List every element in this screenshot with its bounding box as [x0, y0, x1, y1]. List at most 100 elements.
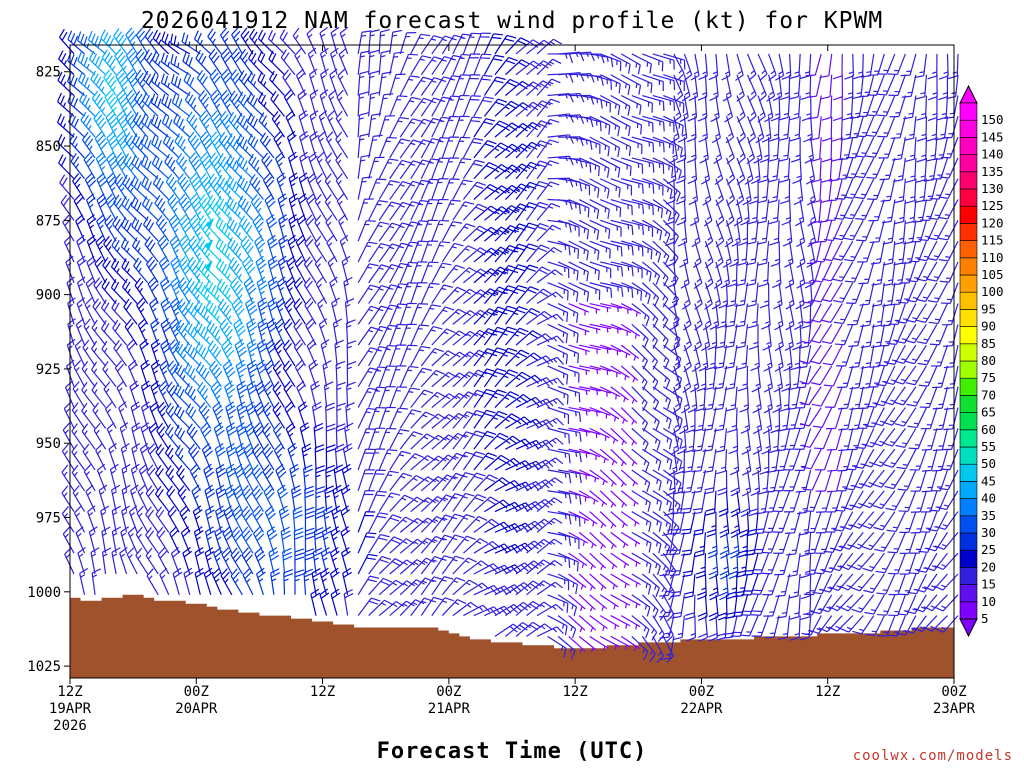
wind-barb: [289, 463, 300, 491]
wind-barb: [283, 89, 296, 117]
colorbar-swatch: [959, 549, 978, 568]
wind-barb: [257, 50, 275, 76]
wind-barb: [130, 175, 149, 200]
wind-barb: [167, 505, 180, 533]
x-tick-label: 00Z: [689, 684, 714, 700]
wind-barb: [169, 526, 180, 554]
wind-barb: [280, 49, 296, 76]
wind-barb: [275, 151, 286, 179]
wind-barb: [201, 442, 213, 471]
wind-barb: [126, 339, 138, 367]
wind-barb: [178, 235, 192, 263]
wind-barb: [92, 402, 107, 429]
wind-barb: [220, 68, 233, 96]
colorbar-label: 95: [981, 301, 996, 316]
wind-barb: [262, 401, 275, 429]
wind-barb: [57, 92, 75, 117]
x-tick-label: 00Z: [941, 684, 966, 700]
wind-barb: [116, 89, 130, 117]
wind-barb: [194, 567, 205, 595]
wind-barb: [174, 340, 191, 367]
wind-barb: [128, 505, 138, 533]
wind-barb: [91, 340, 107, 367]
wind-barb: [174, 424, 191, 450]
wind-barb: [140, 422, 151, 450]
colorbar-swatch: [959, 257, 978, 276]
wind-barb: [155, 444, 170, 471]
wind-barb: [94, 131, 108, 159]
colorbar-label: 140: [981, 147, 1004, 162]
surface-fill: [70, 594, 954, 678]
colorbar-swatch: [959, 463, 978, 482]
surface-terrain: [70, 594, 954, 678]
colorbar-label: 60: [981, 422, 996, 437]
wind-barb: [104, 401, 117, 429]
wind-barb: [145, 547, 159, 575]
wind-barb: [57, 71, 75, 96]
wind-barb: [157, 235, 170, 263]
wind-barb: [203, 567, 214, 595]
wind-barb: [150, 338, 161, 367]
wind-barb: [215, 195, 233, 221]
wind-barb: [77, 51, 96, 76]
wind-barb: [275, 297, 286, 325]
wind-barb: [76, 276, 86, 304]
wind-barb: [156, 422, 170, 450]
wind-barb: [144, 236, 159, 263]
wind-barb: [195, 361, 212, 388]
wind-barb: [251, 443, 264, 471]
wind-barb: [61, 443, 75, 471]
wind-barb: [272, 401, 285, 429]
colorbar-label: 85: [981, 336, 996, 351]
wind-barb: [80, 111, 96, 138]
wind-barb: [72, 381, 86, 408]
wind-barb: [242, 464, 254, 492]
wind-barb: [150, 93, 170, 117]
colorbar-label: 80: [981, 353, 996, 368]
wind-barb: [102, 257, 117, 284]
wind-barb: [72, 485, 86, 512]
colorbar-label: 75: [981, 370, 996, 385]
wind-barb: [134, 277, 149, 304]
wind-barb: [145, 485, 159, 512]
wind-barb: [161, 113, 180, 138]
wind-barb: [170, 53, 191, 76]
wind-barb: [270, 568, 281, 595]
wind-barb: [259, 132, 275, 159]
wind-barb: [61, 485, 75, 512]
wind-barb: [154, 194, 170, 221]
wind-barb: [188, 443, 201, 471]
wind-barb: [251, 485, 264, 512]
colorbar-swatch: [959, 481, 978, 499]
wind-barb: [277, 255, 288, 283]
wind-barb: [93, 110, 107, 138]
wind-barb: [227, 133, 243, 159]
colorbar-label: 100: [981, 284, 1004, 299]
chart-title: 2026041912 NAM forecast wind profile (kt…: [141, 8, 883, 34]
wind-barb: [269, 70, 285, 96]
x-tick-label: 21APR: [428, 701, 471, 717]
wind-barb: [171, 93, 191, 117]
wind-barb: [164, 444, 180, 471]
wind-barb: [67, 30, 85, 55]
wind-barb: [131, 133, 149, 159]
wind-barb: [261, 422, 275, 450]
wind-barb: [91, 382, 107, 408]
wind-barb: [221, 339, 235, 367]
colorbar-label: 30: [981, 525, 996, 540]
wind-barb: [135, 547, 149, 575]
wind-barb: [186, 111, 201, 138]
colorbar-label: 105: [981, 267, 1004, 282]
wind-barb: [73, 505, 86, 533]
wind-barb: [180, 526, 191, 554]
wind-barb: [72, 173, 86, 200]
colorbar-swatch: [959, 223, 978, 241]
wind-barb: [198, 194, 212, 221]
wind-barb: [90, 547, 100, 575]
wind-barb: [264, 193, 276, 221]
wind-barb: [101, 526, 111, 554]
wind-barb: [76, 297, 86, 325]
wind-barb: [102, 361, 117, 388]
wind-barb: [208, 48, 222, 76]
